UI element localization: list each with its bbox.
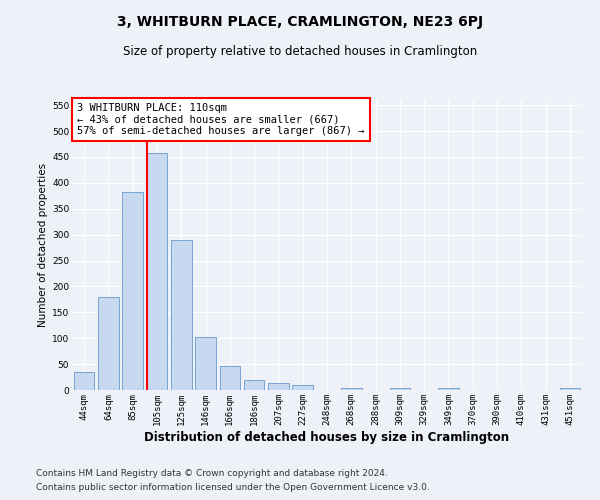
Text: Contains HM Land Registry data © Crown copyright and database right 2024.: Contains HM Land Registry data © Crown c…: [36, 468, 388, 477]
Bar: [74, 372, 94, 390]
Bar: [389, 388, 410, 390]
Bar: [438, 388, 459, 390]
Bar: [122, 192, 143, 390]
Text: 3, WHITBURN PLACE, CRAMLINGTON, NE23 6PJ: 3, WHITBURN PLACE, CRAMLINGTON, NE23 6PJ: [117, 15, 483, 29]
Bar: [268, 383, 289, 390]
Bar: [292, 385, 313, 390]
Bar: [171, 240, 191, 390]
Bar: [146, 154, 167, 390]
Text: Size of property relative to detached houses in Cramlington: Size of property relative to detached ho…: [123, 45, 477, 58]
Text: Contains public sector information licensed under the Open Government Licence v3: Contains public sector information licen…: [36, 484, 430, 492]
X-axis label: Distribution of detached houses by size in Cramlington: Distribution of detached houses by size …: [145, 430, 509, 444]
Bar: [560, 388, 580, 390]
Bar: [195, 336, 216, 390]
Y-axis label: Number of detached properties: Number of detached properties: [38, 163, 48, 327]
Bar: [244, 380, 265, 390]
Text: 3 WHITBURN PLACE: 110sqm
← 43% of detached houses are smaller (667)
57% of semi-: 3 WHITBURN PLACE: 110sqm ← 43% of detach…: [77, 103, 365, 136]
Bar: [220, 366, 240, 390]
Bar: [341, 388, 362, 390]
Bar: [98, 297, 119, 390]
